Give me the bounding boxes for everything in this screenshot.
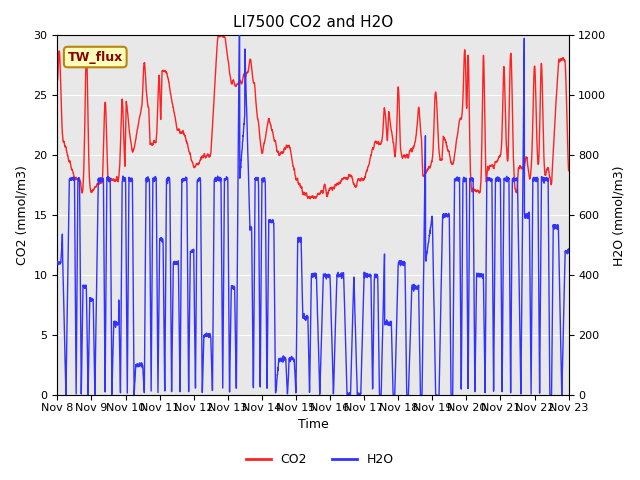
Title: LI7500 CO2 and H2O: LI7500 CO2 and H2O	[233, 15, 393, 30]
Y-axis label: H2O (mmol/m3): H2O (mmol/m3)	[612, 165, 625, 265]
Text: TW_flux: TW_flux	[68, 50, 123, 63]
Y-axis label: CO2 (mmol/m3): CO2 (mmol/m3)	[15, 165, 28, 265]
Legend: CO2, H2O: CO2, H2O	[241, 448, 399, 471]
X-axis label: Time: Time	[298, 419, 328, 432]
